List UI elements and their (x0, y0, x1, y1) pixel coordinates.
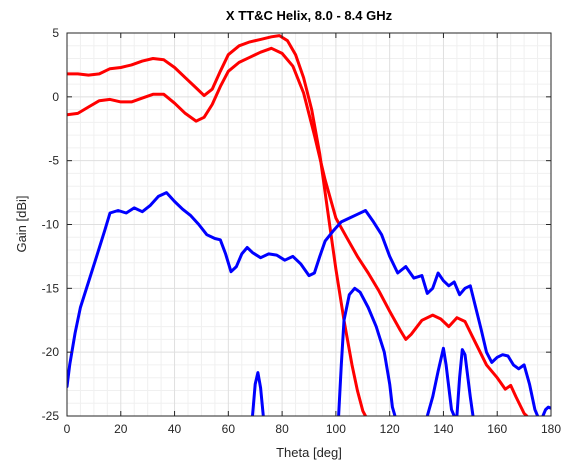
red-gain-line-1 (67, 46, 529, 416)
x-tick-labels: 0 20 40 60 80 100 120 140 160 180 (64, 422, 562, 436)
x-tick-label: 0 (64, 422, 71, 436)
x-tick-label: 40 (168, 422, 182, 436)
y-tick-label: -15 (42, 281, 60, 295)
series-layer (67, 34, 551, 416)
chart-title: X TT&C Helix, 8.0 - 8.4 GHz (226, 8, 393, 23)
y-tick-labels: -25 -20 -15 -10 -5 0 5 (42, 26, 60, 423)
x-tick-label: 80 (275, 422, 289, 436)
blue-gain-line-3 (251, 371, 265, 416)
x-tick-label: 140 (433, 422, 453, 436)
ticks (66, 32, 552, 417)
blue-gain-line-7 (541, 405, 551, 416)
blue-gain-line-2 (67, 191, 540, 416)
y-tick-label: 0 (52, 90, 59, 104)
x-tick-label: 60 (222, 422, 236, 436)
y-tick-label: 5 (52, 26, 59, 40)
y-tick-label: -5 (48, 154, 59, 168)
y-tick-label: -10 (42, 218, 60, 232)
x-tick-label: 180 (541, 422, 561, 436)
red-gain-line-0 (67, 34, 367, 416)
x-tick-label: 20 (114, 422, 128, 436)
y-tick-label: -20 (42, 345, 60, 359)
blue-gain-line-5 (425, 346, 456, 416)
x-tick-label: 100 (326, 422, 346, 436)
y-axis-label: Gain [dBi] (14, 195, 29, 252)
blue-gain-line-4 (337, 286, 397, 416)
x-axis-label: Theta [deg] (276, 445, 342, 460)
x-tick-label: 120 (380, 422, 400, 436)
x-tick-label: 160 (487, 422, 507, 436)
blue-gain-line-6 (455, 348, 475, 416)
y-tick-label: -25 (42, 409, 60, 423)
